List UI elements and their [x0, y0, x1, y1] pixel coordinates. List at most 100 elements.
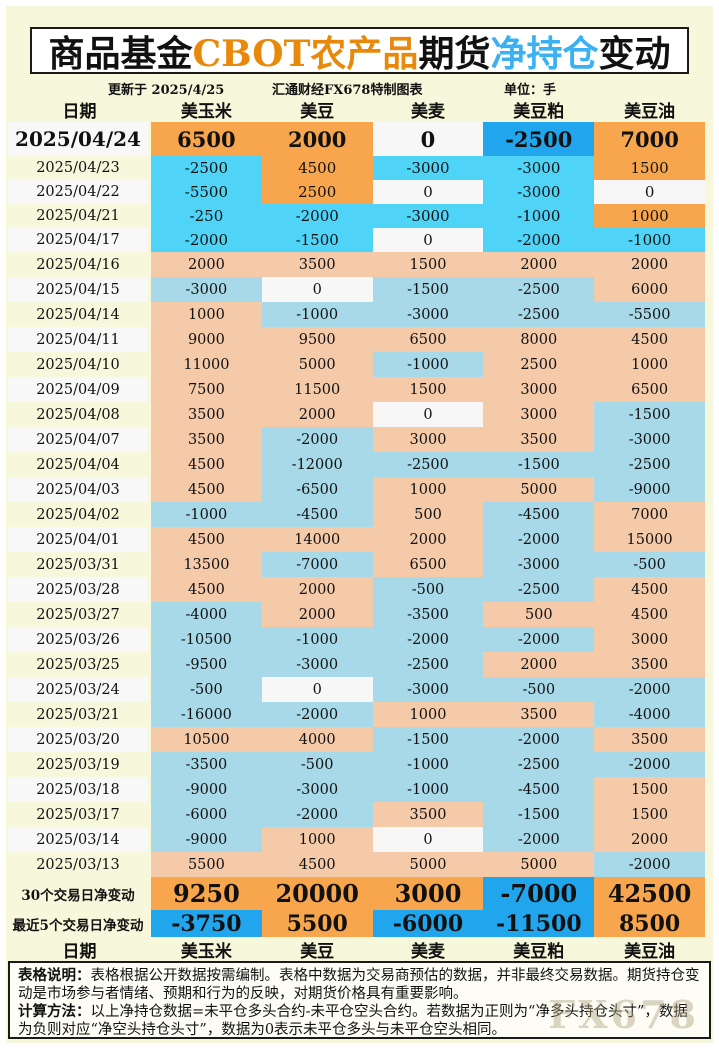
- date-cell: 2025/04/03: [8, 477, 148, 502]
- value-cell: -1500: [261, 228, 373, 252]
- column-header: 美玉米: [180, 101, 232, 122]
- value-cell: -2000: [261, 802, 373, 827]
- title-segment: 期货: [418, 32, 491, 75]
- value-cell: 3000: [483, 402, 595, 427]
- value-cell: 6500: [372, 552, 484, 577]
- value-cell: -7000: [261, 552, 373, 577]
- date-cell: 2025/04/08: [36, 406, 120, 423]
- date-cell: 2025/03/18: [8, 777, 148, 802]
- value-cell: 0: [261, 677, 373, 702]
- date-cell: 2025/04/01: [8, 527, 148, 552]
- value-cell: -500: [261, 752, 373, 777]
- value-cell: -2000: [483, 627, 595, 652]
- date-cell: 2025/04/07: [8, 427, 148, 452]
- table-row: 2025/03/19 -3500 -500 -1000 -2500 -2000: [8, 752, 705, 777]
- value-cell: -3000: [261, 652, 373, 677]
- value-cell: -1500: [483, 452, 595, 477]
- date-cell: 2025/03/21: [36, 706, 120, 723]
- column-header: 美玉米: [180, 942, 232, 962]
- column-header-row-top: 日期 美玉米 美豆 美麦 美豆粕 美豆油: [8, 96, 705, 122]
- value-cell: 8000: [483, 327, 595, 352]
- value-cell: -1000: [594, 228, 705, 252]
- value-cell: -3000: [372, 302, 484, 327]
- value-cell: -2500: [151, 156, 262, 180]
- date-cell: 2025/04/15: [8, 277, 148, 302]
- value-cell: 2000: [372, 527, 484, 552]
- value-cell: -3000: [594, 427, 705, 452]
- value-cell: -3500: [372, 602, 484, 627]
- table-row: 2025/03/21 -16000 -2000 1000 3500 -4000: [8, 702, 705, 727]
- value-cell: 0: [261, 277, 373, 302]
- value-cell: 0: [372, 180, 484, 204]
- value-cell: 2000: [261, 402, 373, 427]
- table-row: 2025/04/10 11000 5000 -1000 2500 1000: [8, 352, 705, 377]
- value-cell: 3000: [372, 427, 484, 452]
- table-row: 2025/04/15 -3000 0 -1500 -2500 6000: [8, 277, 705, 302]
- unit-label: 单位：手: [504, 83, 557, 98]
- value-cell: -1500: [594, 402, 705, 427]
- value-cell: 1000: [372, 477, 484, 502]
- value-cell: 0: [372, 122, 484, 156]
- value-cell: 3500: [372, 802, 484, 827]
- table-row: 2025/04/01 4500 14000 2000 -2000 15000: [8, 527, 705, 552]
- value-cell: 4500: [594, 577, 705, 602]
- value-cell: -4500: [483, 777, 595, 802]
- date-cell: 2025/03/13: [36, 856, 120, 873]
- table-row: 2025/04/22 -5500 2500 0 -3000 0: [8, 180, 705, 204]
- value-cell: -1000: [483, 204, 595, 228]
- value-cell: -3000: [151, 277, 262, 302]
- value-cell: -1500: [483, 802, 595, 827]
- note-label: 计算方法：: [18, 1003, 91, 1020]
- footnote-box: 表格说明：表格根据公开数据按需编制。表格中数据为交易商预估的数据，并非最终交易数…: [8, 961, 711, 1039]
- date-cell: 2025/04/21: [36, 208, 120, 224]
- column-header: 美豆粕: [513, 101, 565, 122]
- date-cell: 2025/04/09: [8, 377, 148, 402]
- value-cell: 4000: [261, 727, 373, 752]
- value-cell: 4500: [261, 156, 373, 180]
- table-row: 2025/03/18 -9000 -3000 -1000 -4500 1500: [8, 777, 705, 802]
- value-cell: 1000: [594, 352, 705, 377]
- table-row: 2025/04/24 6500 2000 0 -2500 7000: [8, 122, 705, 156]
- value-cell: -3000: [483, 180, 595, 204]
- table-row: 2025/04/21 -250 -2000 -3000 -1000 1000: [8, 204, 705, 228]
- table-note: 表格说明：表格根据公开数据按需编制。表格中数据为交易商预估的数据，并非最终交易数…: [18, 967, 701, 1003]
- value-cell: 6500: [372, 327, 484, 352]
- value-cell: 3500: [483, 702, 595, 727]
- value-cell: 3500: [261, 252, 373, 277]
- note-label: 表格说明：: [18, 967, 91, 984]
- table-row: 2025/03/26 -10500 -1000 -2000 -2000 3000: [8, 627, 705, 652]
- value-cell: -1000: [261, 302, 373, 327]
- date-cell: 2025/03/31: [36, 556, 120, 573]
- column-header: 美豆油: [624, 101, 676, 122]
- column-header: 日期: [62, 942, 97, 962]
- table-row: 2025/03/28 4500 2000 -500 -2500 4500: [8, 577, 705, 602]
- note-text: 表格根据公开数据按需编制。表格中数据为交易商预估的数据，并非最终交易数据。期货持…: [18, 968, 700, 1002]
- value-cell: 1000: [151, 302, 262, 327]
- table-row: 2025/04/03 4500 -6500 1000 5000 -9000: [8, 477, 705, 502]
- value-cell: 4500: [261, 852, 373, 877]
- value-cell: -9500: [151, 652, 262, 677]
- value-cell: 2000: [261, 602, 373, 627]
- value-cell: -3000: [261, 777, 373, 802]
- value-cell: 1000: [372, 702, 484, 727]
- page-background: 商品基金 CBOT农产品 期货 净持仓 变动 更新于 2025/4/25 汇通财经FX6…: [6, 6, 713, 1043]
- value-cell: -2500: [483, 277, 595, 302]
- value-cell: 2000: [151, 252, 262, 277]
- value-cell: 3500: [151, 427, 262, 452]
- date-cell: 2025/04/04: [36, 456, 120, 473]
- value-cell: -12000: [261, 452, 373, 477]
- value-cell: 2000: [261, 577, 373, 602]
- value-cell: -2000: [483, 727, 595, 752]
- value-cell: -1000: [372, 752, 484, 777]
- value-cell: -2500: [483, 752, 595, 777]
- value-cell: 5000: [261, 352, 373, 377]
- table-row: 2025/04/07 3500 -2000 3000 3500 -3000: [8, 427, 705, 452]
- value-cell: 4500: [151, 577, 262, 602]
- value-cell: 7500: [151, 377, 262, 402]
- table-row: 2025/04/09 7500 11500 1500 3000 6500: [8, 377, 705, 402]
- value-cell: 0: [372, 827, 484, 852]
- value-cell: -1000: [261, 627, 373, 652]
- value-cell: 1500: [594, 777, 705, 802]
- value-cell: -2500: [483, 122, 595, 156]
